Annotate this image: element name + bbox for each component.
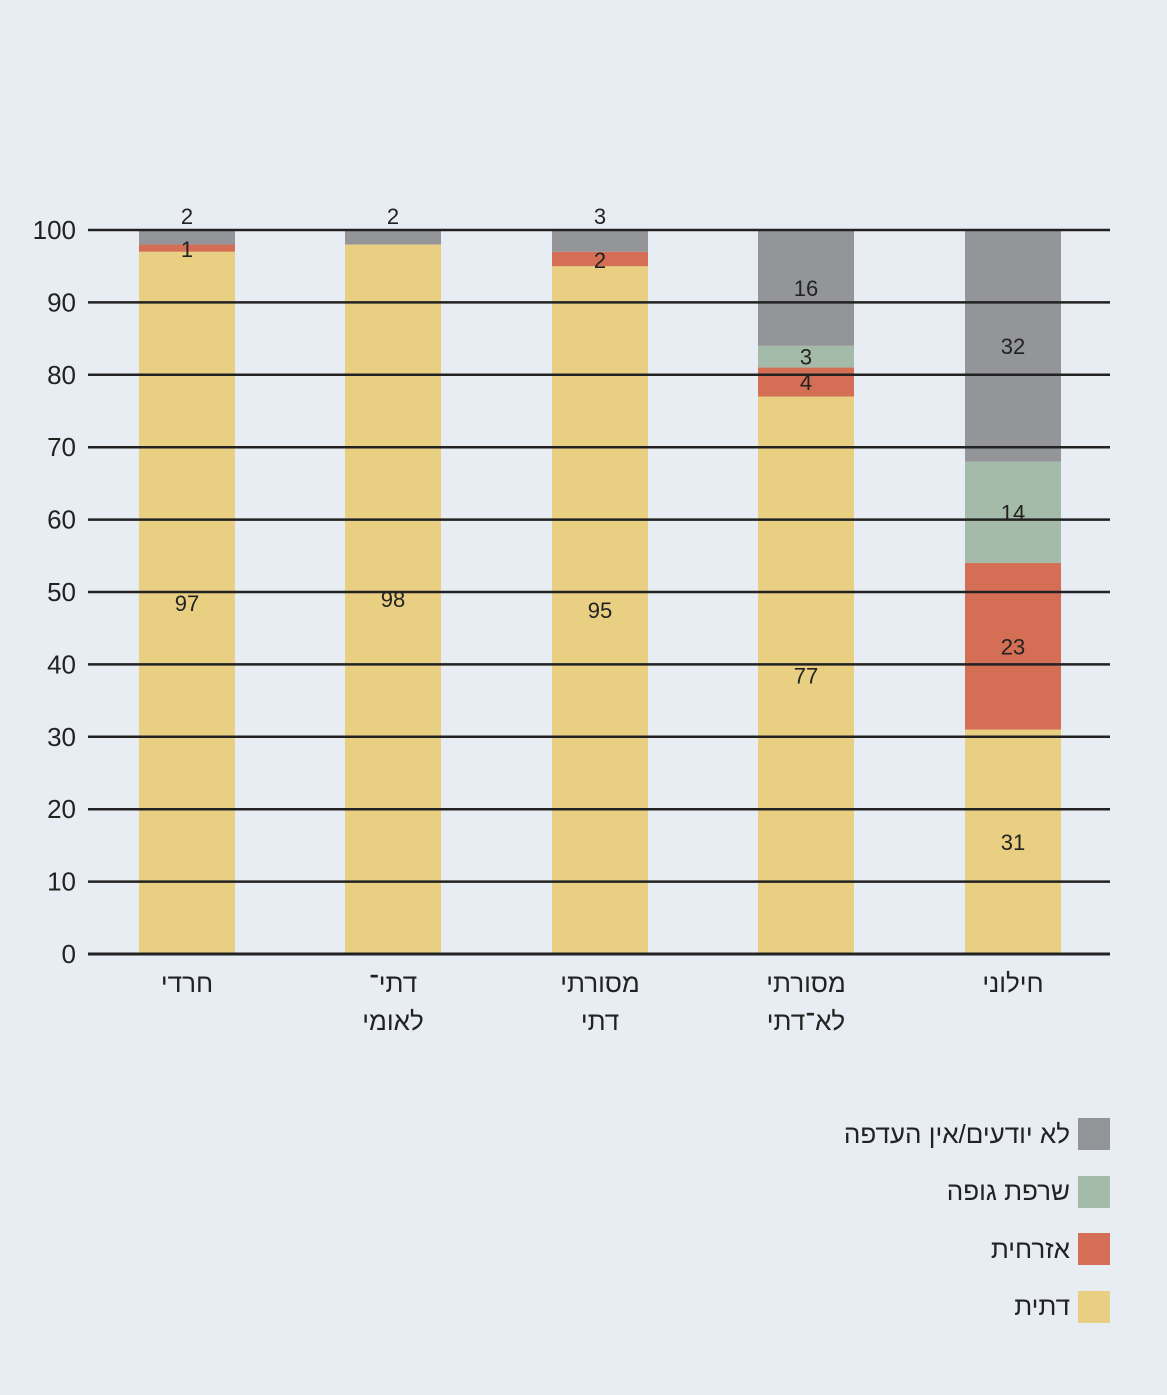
data-label: 32 [1001, 334, 1025, 359]
legend-swatch [1078, 1290, 1110, 1323]
bar-segment [139, 230, 235, 245]
data-label: 2 [594, 248, 606, 273]
legend-label: לא יודעים/אין העדפה [843, 1118, 1070, 1149]
legend-swatch [1078, 1118, 1110, 1150]
bar-segment [552, 266, 648, 954]
x-category-label: לאומי [362, 1006, 423, 1036]
y-tick-label: 60 [47, 505, 76, 535]
y-tick-label: 30 [47, 722, 76, 752]
bar-segment [965, 230, 1061, 462]
bar-segment [758, 367, 854, 397]
data-label: 16 [794, 276, 818, 301]
y-tick-label: 80 [47, 360, 76, 390]
y-tick-label: 0 [62, 939, 76, 969]
bar-segment [139, 251, 235, 955]
legend-swatch [1078, 1175, 1110, 1208]
bar-segment [758, 345, 854, 368]
legend-label: שרפת גופה [946, 1176, 1070, 1206]
bar-segment [345, 244, 441, 955]
y-tick-label: 50 [47, 577, 76, 607]
bar-segment [965, 729, 1061, 954]
data-label: 3 [800, 345, 812, 370]
data-label: 97 [175, 591, 199, 616]
y-tick-label: 100 [33, 215, 76, 245]
bar-segment [758, 396, 854, 954]
x-category-label: לא־דתי [767, 1006, 845, 1036]
x-category-label: חרדי [161, 968, 213, 998]
x-category-label: דתי [581, 1006, 619, 1036]
data-label: 77 [794, 663, 818, 688]
legend-item: אזרחית [991, 1233, 1110, 1265]
data-label: 31 [1001, 830, 1025, 855]
data-label: 3 [594, 204, 606, 229]
data-label: 1 [181, 237, 193, 262]
bar-segment [552, 230, 648, 252]
data-label: 14 [1001, 500, 1025, 525]
x-category-label: מסורתי [766, 968, 846, 998]
legend-swatch [1078, 1233, 1110, 1265]
data-label: 23 [1001, 634, 1025, 659]
data-label: 2 [181, 204, 193, 229]
y-tick-label: 70 [47, 432, 76, 462]
x-category-label: מסורתי [560, 968, 640, 998]
data-label: 2 [387, 204, 399, 229]
data-label: 98 [381, 587, 405, 612]
y-tick-label: 90 [47, 287, 76, 317]
bar-segment [139, 244, 235, 252]
bar-segment [552, 251, 648, 267]
legend-item: לא יודעים/אין העדפה [844, 1118, 1110, 1150]
legend-item: שרפת גופה [946, 1175, 1110, 1208]
bar-segment [345, 230, 441, 245]
x-category-label: דתי־ [369, 968, 417, 998]
y-tick-label: 10 [47, 867, 76, 897]
stacked-bar-chart: 0102030405060708090100971298295237743163… [33, 204, 1110, 1036]
bar-segment [758, 230, 854, 346]
legend-label: דתית [1014, 1291, 1070, 1321]
legend-item: דתית [1014, 1290, 1110, 1323]
x-category-label: חילוני [982, 968, 1043, 998]
data-label: 4 [800, 370, 812, 395]
legend-label: אזרחית [990, 1233, 1070, 1264]
data-label: 95 [588, 598, 612, 623]
y-tick-label: 20 [47, 794, 76, 824]
y-tick-label: 40 [47, 649, 76, 679]
bar-segment [965, 461, 1061, 564]
